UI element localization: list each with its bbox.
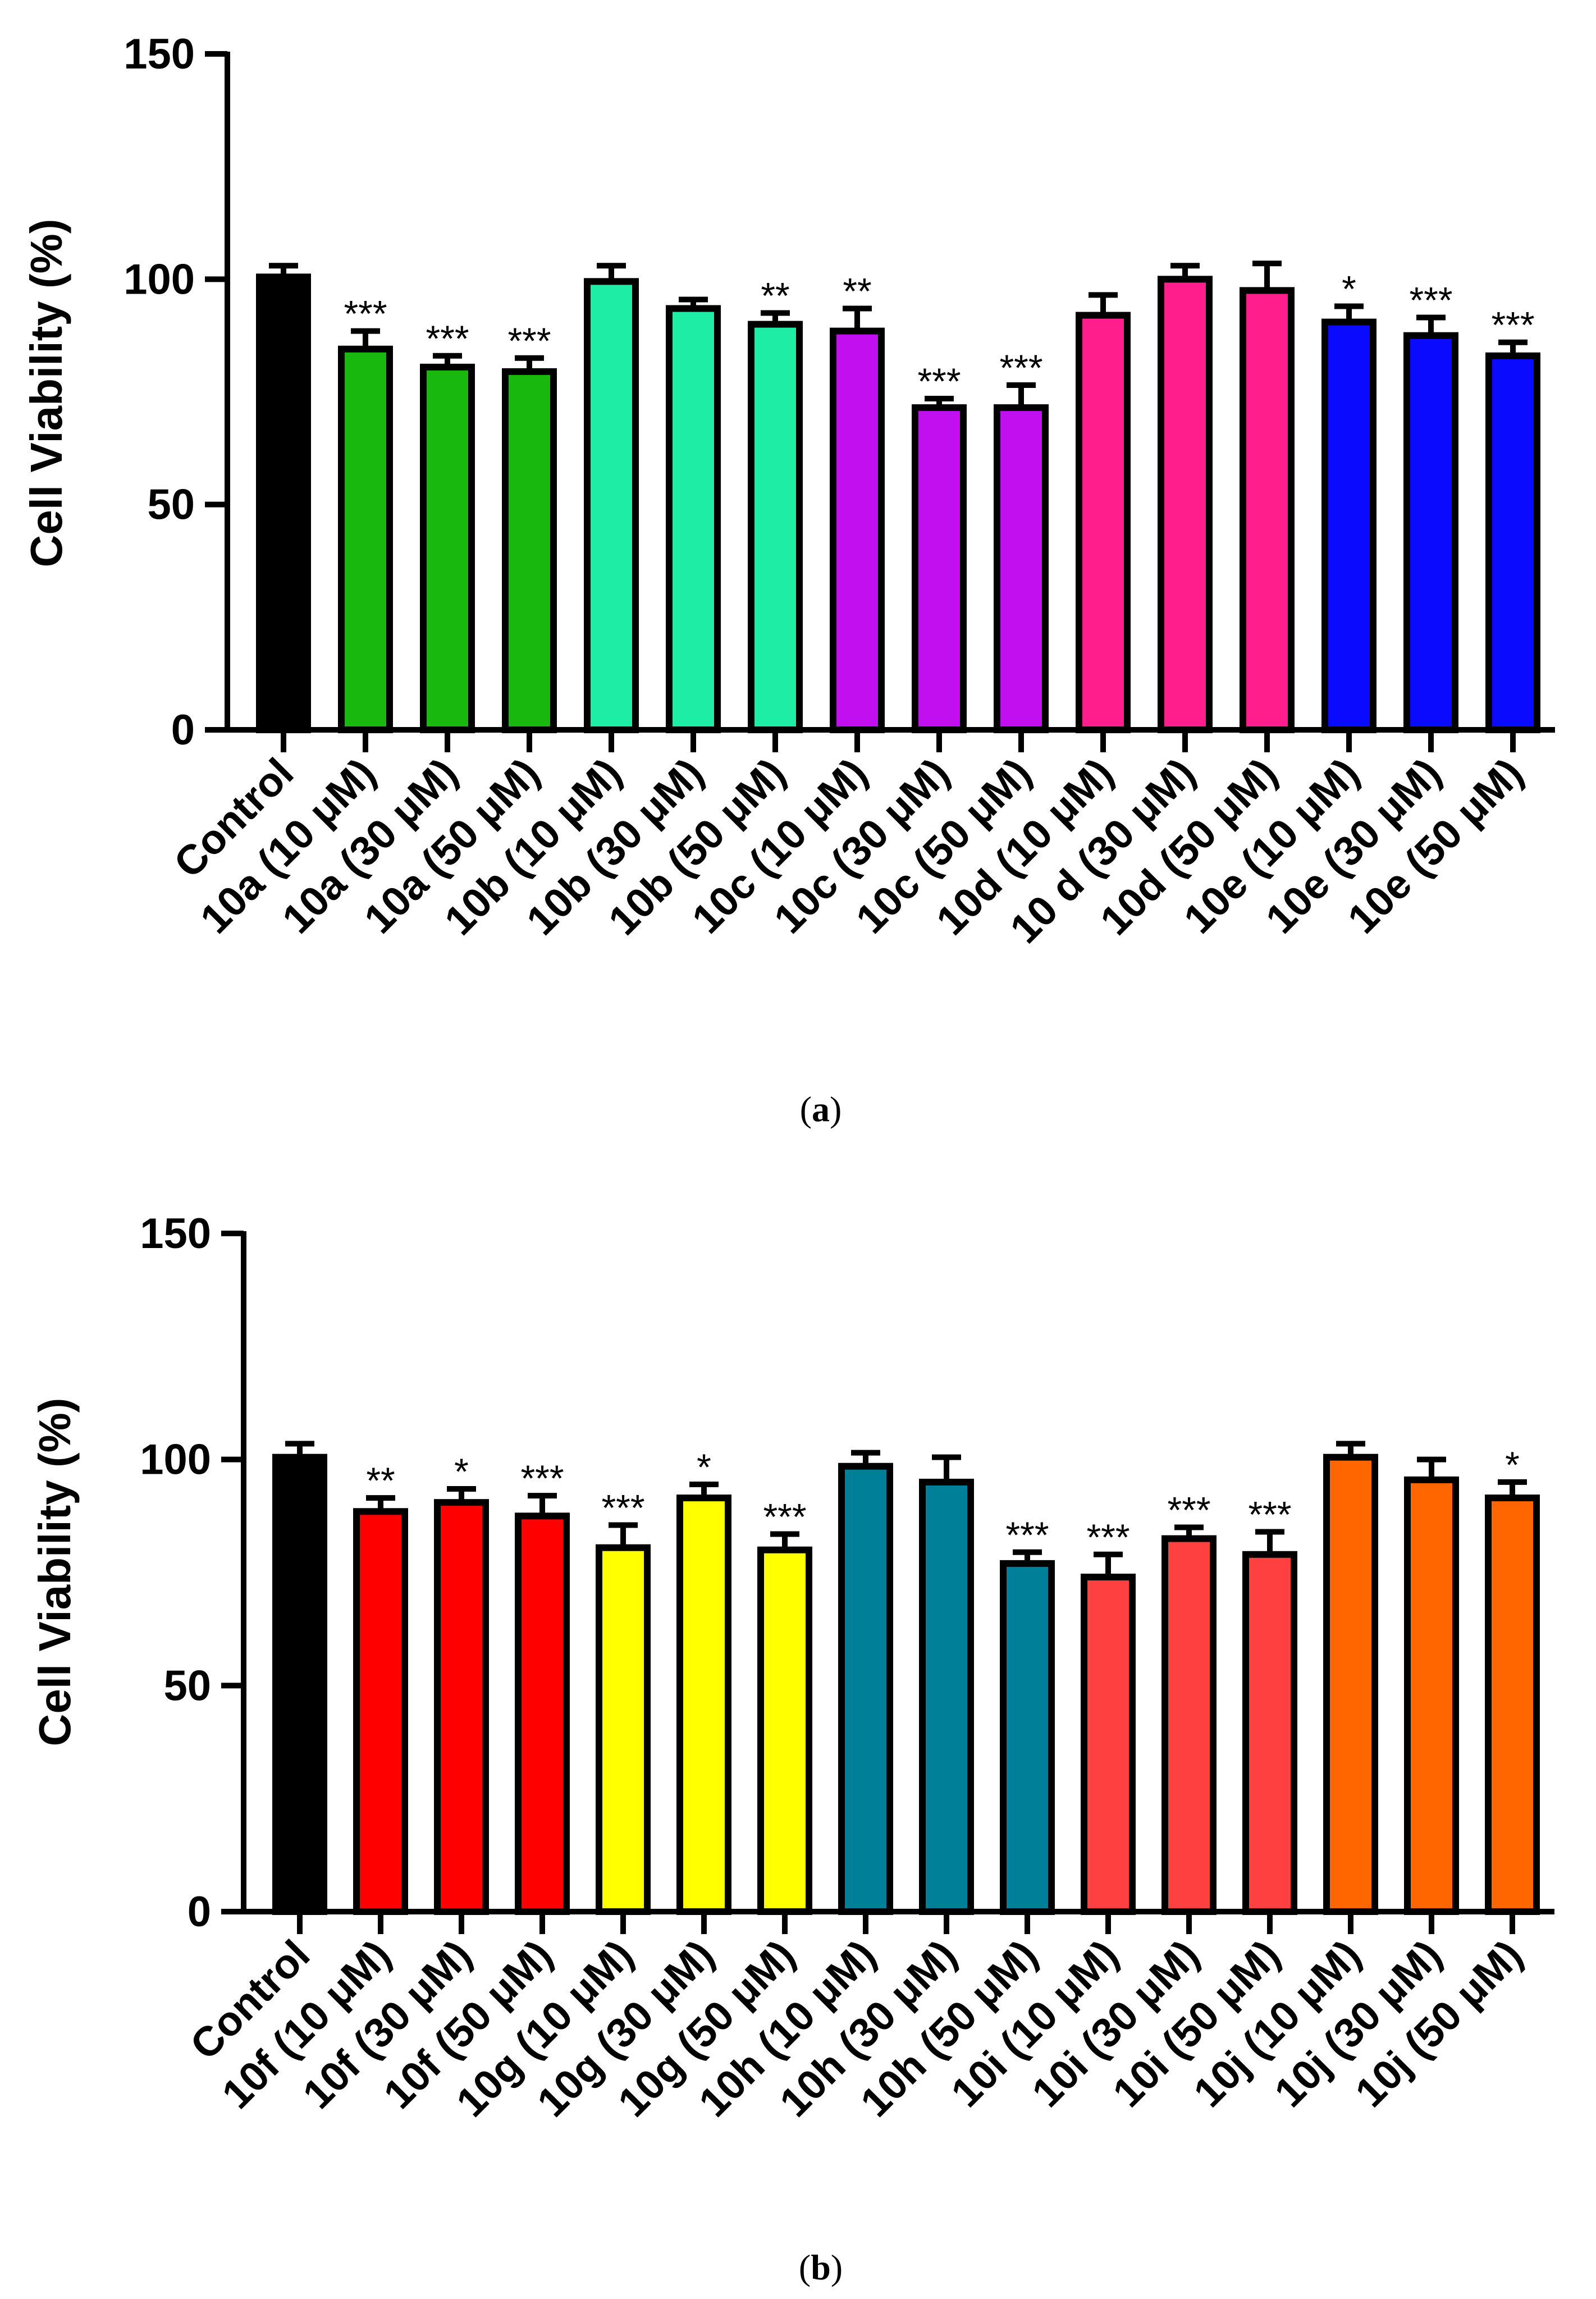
bar	[748, 321, 803, 733]
significance-label: ***	[1409, 280, 1452, 321]
bar	[584, 278, 639, 733]
bar	[434, 1499, 489, 1915]
bar	[912, 404, 967, 733]
bar	[502, 368, 557, 733]
significance-label: ***	[917, 360, 961, 402]
bar	[353, 1508, 408, 1915]
bar	[1321, 318, 1377, 733]
y-tick-label: 100	[140, 1436, 211, 1484]
significance-label: *	[1505, 1444, 1520, 1486]
bar	[596, 1544, 651, 1916]
y-tick-label: 150	[124, 30, 195, 78]
significance-label: ***	[426, 318, 469, 359]
y-axis-title: Cell Viability (%)	[21, 219, 71, 568]
bar	[1323, 1454, 1378, 1915]
significance-label: *	[454, 1451, 469, 1492]
bar	[1242, 1551, 1297, 1915]
y-tick-label: 50	[147, 481, 195, 529]
bar	[830, 327, 885, 733]
panel-label-b: (b)	[799, 2247, 843, 2287]
significance-label: ***	[344, 293, 387, 335]
significance-label: **	[843, 271, 871, 312]
bar	[420, 363, 475, 733]
y-tick-label: 150	[140, 1210, 211, 1258]
significance-label: *	[1342, 268, 1356, 309]
significance-label: ***	[1167, 1489, 1210, 1530]
significance-label: ***	[1005, 1514, 1049, 1556]
significance-label: *	[697, 1446, 711, 1488]
bar	[838, 1462, 893, 1915]
significance-label: ***	[1086, 1516, 1129, 1558]
significance-label: ***	[601, 1487, 644, 1528]
bar	[256, 273, 311, 733]
bar	[1000, 1560, 1055, 1915]
panel-label-a: (a)	[800, 1089, 842, 1129]
bar	[666, 305, 721, 733]
y-tick-label: 100	[124, 255, 195, 303]
bar	[1081, 1574, 1136, 1915]
bar	[1403, 332, 1458, 733]
significance-label: ***	[520, 1457, 564, 1499]
significance-label: ***	[763, 1496, 806, 1538]
significance-label: ***	[507, 320, 551, 362]
bar	[1161, 1535, 1217, 1916]
bar	[272, 1454, 327, 1915]
bar	[994, 404, 1049, 733]
bar	[515, 1512, 570, 1915]
y-tick-label: 0	[171, 706, 195, 754]
significance-label: **	[761, 275, 789, 317]
bar	[1240, 287, 1295, 733]
bar	[1158, 276, 1213, 734]
significance-label: ***	[999, 347, 1042, 389]
bar	[1076, 312, 1131, 733]
bar	[1485, 1494, 1540, 1916]
significance-label: ***	[1491, 304, 1534, 346]
bar	[919, 1478, 974, 1915]
y-tick-label: 0	[188, 1888, 211, 1936]
significance-label: ***	[1248, 1494, 1291, 1535]
y-axis-title: Cell Viability (%)	[30, 1398, 80, 1747]
bar	[1404, 1476, 1459, 1916]
bar	[757, 1546, 812, 1916]
bar	[676, 1494, 731, 1916]
significance-label: **	[366, 1460, 395, 1501]
y-tick-label: 50	[163, 1662, 211, 1710]
bar	[338, 345, 393, 733]
bar	[1485, 352, 1540, 733]
